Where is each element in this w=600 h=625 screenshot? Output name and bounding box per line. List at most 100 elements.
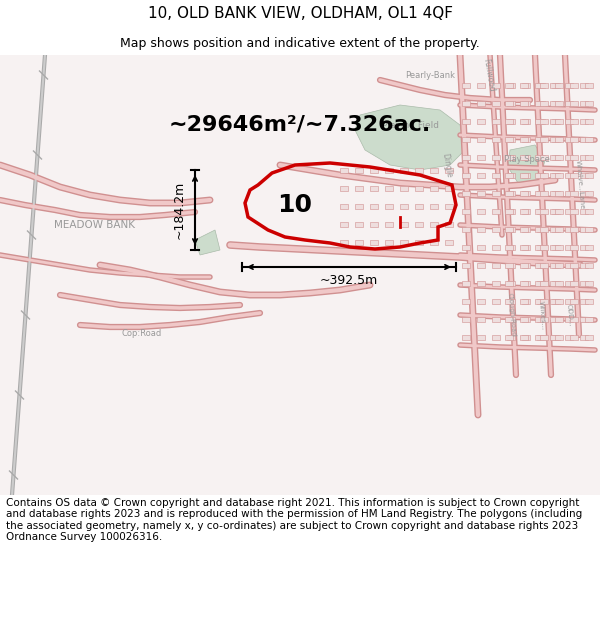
Polygon shape <box>522 263 530 268</box>
Polygon shape <box>580 245 588 250</box>
Polygon shape <box>477 173 485 178</box>
Polygon shape <box>445 222 453 227</box>
Polygon shape <box>520 245 528 250</box>
Polygon shape <box>585 227 593 232</box>
Polygon shape <box>522 299 530 304</box>
Polygon shape <box>537 335 545 340</box>
Polygon shape <box>477 119 485 124</box>
Polygon shape <box>505 227 513 232</box>
Polygon shape <box>555 245 563 250</box>
Polygon shape <box>492 281 500 286</box>
Polygon shape <box>580 119 588 124</box>
Text: 10, OLD BANK VIEW, OLDHAM, OL1 4QF: 10, OLD BANK VIEW, OLDHAM, OL1 4QF <box>148 6 452 21</box>
Polygon shape <box>462 281 470 286</box>
Polygon shape <box>492 191 500 196</box>
Polygon shape <box>540 281 548 286</box>
Polygon shape <box>565 227 573 232</box>
Polygon shape <box>492 335 500 340</box>
Polygon shape <box>585 83 593 88</box>
Polygon shape <box>585 245 593 250</box>
Polygon shape <box>477 245 485 250</box>
Polygon shape <box>550 173 558 178</box>
Polygon shape <box>540 317 548 322</box>
Polygon shape <box>555 281 563 286</box>
Polygon shape <box>505 299 513 304</box>
Polygon shape <box>492 101 500 106</box>
Polygon shape <box>522 335 530 340</box>
Polygon shape <box>565 155 573 160</box>
Polygon shape <box>570 173 578 178</box>
Polygon shape <box>507 101 515 106</box>
Polygon shape <box>565 119 573 124</box>
Polygon shape <box>522 191 530 196</box>
Polygon shape <box>520 263 528 268</box>
Polygon shape <box>355 168 363 173</box>
Text: Clough-Road: Clough-Road <box>507 292 517 338</box>
Polygon shape <box>540 155 548 160</box>
Polygon shape <box>340 222 348 227</box>
Polygon shape <box>492 83 500 88</box>
Polygon shape <box>522 317 530 322</box>
Polygon shape <box>477 209 485 214</box>
Polygon shape <box>492 245 500 250</box>
Polygon shape <box>585 155 593 160</box>
Polygon shape <box>552 209 560 214</box>
Polygon shape <box>340 240 348 245</box>
Polygon shape <box>585 263 593 268</box>
Polygon shape <box>550 227 558 232</box>
Polygon shape <box>540 101 548 106</box>
Polygon shape <box>585 137 593 142</box>
Text: MEADOW BANK: MEADOW BANK <box>55 220 136 230</box>
Polygon shape <box>505 155 513 160</box>
Polygon shape <box>552 281 560 286</box>
Polygon shape <box>537 83 545 88</box>
Text: ~184.2m: ~184.2m <box>173 181 185 239</box>
Polygon shape <box>462 83 470 88</box>
Polygon shape <box>507 335 515 340</box>
Text: Play Space: Play Space <box>504 156 550 164</box>
Polygon shape <box>550 83 558 88</box>
Polygon shape <box>507 155 515 160</box>
Polygon shape <box>505 209 513 214</box>
Polygon shape <box>477 263 485 268</box>
Polygon shape <box>555 173 563 178</box>
Polygon shape <box>520 83 528 88</box>
Polygon shape <box>535 209 543 214</box>
Polygon shape <box>507 317 515 322</box>
Polygon shape <box>550 119 558 124</box>
Polygon shape <box>565 209 573 214</box>
Polygon shape <box>552 101 560 106</box>
Polygon shape <box>570 263 578 268</box>
Polygon shape <box>415 168 423 173</box>
Polygon shape <box>580 299 588 304</box>
Polygon shape <box>477 335 485 340</box>
Polygon shape <box>565 299 573 304</box>
Polygon shape <box>570 83 578 88</box>
Polygon shape <box>585 317 593 322</box>
Polygon shape <box>537 317 545 322</box>
Polygon shape <box>522 245 530 250</box>
Polygon shape <box>535 263 543 268</box>
Polygon shape <box>552 83 560 88</box>
Polygon shape <box>537 101 545 106</box>
Polygon shape <box>520 209 528 214</box>
Polygon shape <box>537 263 545 268</box>
Polygon shape <box>552 173 560 178</box>
Polygon shape <box>535 137 543 142</box>
Polygon shape <box>477 137 485 142</box>
Polygon shape <box>492 263 500 268</box>
Polygon shape <box>477 155 485 160</box>
Polygon shape <box>570 245 578 250</box>
Polygon shape <box>507 137 515 142</box>
Polygon shape <box>552 119 560 124</box>
Text: Contains OS data © Crown copyright and database right 2021. This information is : Contains OS data © Crown copyright and d… <box>6 498 582 542</box>
Polygon shape <box>370 168 378 173</box>
Polygon shape <box>565 335 573 340</box>
Polygon shape <box>522 209 530 214</box>
Polygon shape <box>507 83 515 88</box>
Polygon shape <box>540 335 548 340</box>
Polygon shape <box>430 222 438 227</box>
Polygon shape <box>565 101 573 106</box>
Polygon shape <box>195 230 220 255</box>
Polygon shape <box>462 119 470 124</box>
